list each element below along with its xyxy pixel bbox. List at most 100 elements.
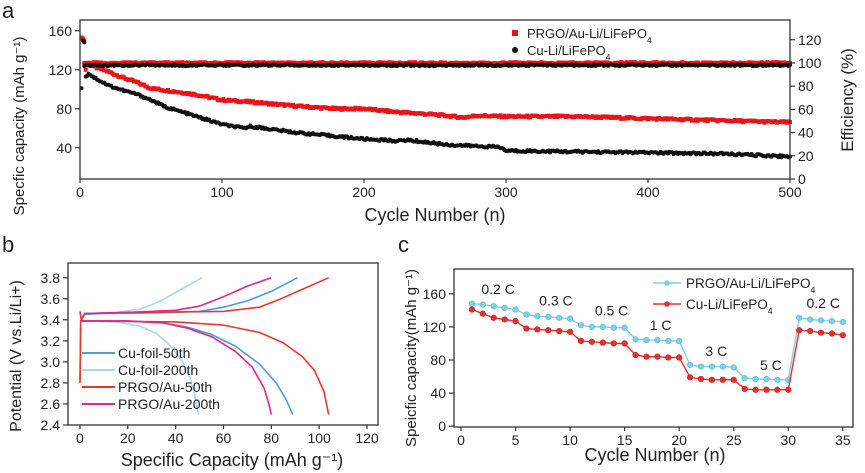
y-tick-label: 3.6 [41, 291, 61, 307]
data-point [817, 329, 825, 336]
x-tick-label: 10 [562, 432, 578, 448]
x-tick-label: 300 [494, 184, 518, 200]
series-cu [79, 38, 792, 160]
data-points [79, 35, 792, 160]
capacity-point [291, 102, 295, 107]
data-point [523, 325, 530, 332]
data-point [632, 336, 639, 343]
data-point [632, 351, 639, 359]
data-point [719, 363, 726, 370]
data-point [534, 326, 541, 333]
legend-marker [664, 301, 670, 307]
data-point [665, 337, 672, 345]
data-point [556, 314, 563, 321]
data-point [796, 314, 803, 321]
x-tick-label: 0 [457, 432, 465, 448]
x-tick-label: 40 [168, 430, 184, 446]
legend-label: Cu-Li/LiFePO4 [686, 297, 773, 316]
x-tick-label: 100 [210, 184, 234, 200]
legend-label: Cu-Li/LiFePO4 [527, 43, 611, 62]
panel-a: a 0 100 200 300 400 500 40 80 120 160 0 20 40 60 80 100 1… [2, 0, 857, 225]
panel-c: c 0.2 C 0.3 C 0.5 C 1 C 3 C 5 C 0.2 C 0 5 10 15 20 25… [398, 232, 854, 465]
legend-label: PRGO/Au-Li/LiFePO4 [686, 276, 816, 295]
panel-b: b 0 20 40 60 80 100 120 2.4 2.6 2.8 3.0 3.2 3.4 3.6 3.8… [2, 232, 379, 470]
x-tick-label: 25 [726, 432, 742, 448]
rate-annotation: 3 C [705, 343, 727, 359]
data-point [468, 300, 475, 307]
plot-frame-a [79, 19, 791, 180]
data-point [479, 301, 486, 308]
y-tick-label: 3.2 [41, 333, 61, 349]
x-tick-label: 15 [617, 432, 633, 448]
y-tick-label: 3.0 [41, 354, 61, 370]
data-point [774, 386, 781, 393]
data-point [697, 363, 705, 370]
x-tick-label: 20 [120, 430, 136, 446]
data-point [599, 323, 606, 331]
data-point [468, 306, 475, 313]
rate-annotation: 0.2 C [806, 295, 839, 311]
data-point [588, 323, 596, 331]
data-point [708, 363, 716, 370]
capacity-point [498, 113, 503, 118]
data-point [697, 375, 705, 383]
x-tick-label: 200 [352, 184, 376, 200]
data-point [566, 328, 574, 335]
data-point [828, 318, 836, 325]
x-tick-label: 0 [76, 430, 84, 446]
legend-marker-square [512, 30, 518, 36]
data-point [501, 316, 508, 323]
data-point [785, 386, 792, 393]
rate-annotation: 0.3 C [539, 292, 572, 308]
x-tick-label: 5 [512, 432, 520, 448]
data-point [763, 386, 770, 393]
y-tick-label: 160 [49, 23, 73, 39]
legend: PRGO/Au-Li/LiFePO4 Cu-Li/LiFePO4 [653, 276, 816, 316]
data-point [741, 385, 748, 393]
data-point [621, 324, 628, 331]
y-tick-label: 160 [423, 286, 447, 302]
data-point [730, 364, 737, 371]
x-tick-label: 500 [778, 184, 802, 200]
data-point [545, 313, 552, 321]
legend-label: PRGO/Au-Li/LiFePO4 [527, 26, 652, 45]
discharge-curve [79, 320, 200, 415]
data-point [588, 338, 596, 345]
data-point [523, 311, 530, 318]
data-point [654, 353, 661, 360]
data-point [676, 354, 683, 361]
data-point [512, 306, 519, 313]
y-tick-label: 3.4 [41, 312, 61, 328]
legend-label: Cu-foil-200th [118, 362, 198, 378]
data-point [545, 327, 552, 334]
data-point [676, 337, 683, 345]
data-point [577, 337, 585, 345]
panel-label-c: c [398, 232, 409, 257]
data-point [610, 340, 617, 347]
data-point [719, 376, 726, 383]
data-point [490, 303, 497, 310]
data-point [556, 327, 563, 335]
panel-label-b: b [2, 232, 14, 257]
y-tick-label: 80 [56, 101, 72, 117]
y-tick-label: 120 [49, 62, 73, 78]
x-tick-label: 60 [216, 430, 232, 446]
data-point [752, 386, 759, 393]
data-point [577, 322, 585, 329]
data-point [643, 337, 650, 344]
y-tick-label: 2.8 [41, 375, 61, 391]
rate-annotation: 0.2 C [481, 281, 514, 297]
data-point [512, 318, 519, 325]
y2-axis-label: Efficiency (%) [838, 48, 857, 152]
y-axis-label: Specfic capacity (mAh g⁻¹) [11, 37, 28, 216]
data-point [774, 376, 781, 383]
y2-tick-label: 60 [798, 101, 814, 117]
data-point [610, 324, 617, 331]
capacity-point [83, 67, 88, 72]
series-prgo [468, 300, 846, 383]
data-point [654, 337, 661, 344]
x-tick-label: 400 [636, 184, 660, 200]
y-tick-label: 2.6 [41, 396, 61, 412]
